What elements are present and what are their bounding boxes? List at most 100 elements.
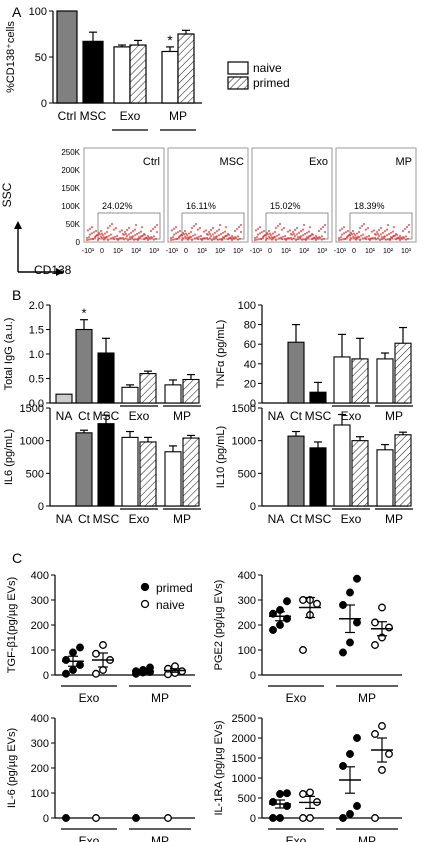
- y-tick-label: 1000: [232, 436, 256, 448]
- flow-event: [179, 233, 183, 237]
- flow-event: [114, 226, 118, 230]
- flow-event: [383, 230, 387, 233]
- flow-event: [314, 234, 318, 238]
- flow-event: [364, 237, 368, 241]
- flow-event: [314, 238, 318, 242]
- flow-event: [144, 236, 148, 239]
- flow-event: [340, 227, 344, 230]
- flow-event: [190, 238, 194, 242]
- flow-event: [374, 238, 378, 241]
- flow-event: [338, 229, 342, 232]
- flow-event: [197, 235, 201, 238]
- flow-event: [124, 237, 128, 240]
- flow-event: [224, 226, 228, 229]
- flow-event: [293, 228, 297, 232]
- data-point-naive: [385, 623, 393, 632]
- data-point-primed: [353, 734, 361, 742]
- flow-event: [272, 235, 276, 239]
- y-axis-label: TGF-β1(pg/µg EVs): [6, 577, 18, 673]
- bar: [129, 44, 147, 104]
- flow-event: [230, 234, 234, 238]
- flow-event: [355, 232, 359, 235]
- y-tick-label: 150K: [61, 184, 80, 193]
- y-tick-label: 400: [31, 570, 49, 582]
- bar: [309, 447, 327, 507]
- y-tick-label: 400: [31, 713, 49, 725]
- flow-event: [188, 235, 192, 239]
- flow-event: [113, 235, 117, 238]
- y-arrow-head: [14, 221, 22, 229]
- y-tick-label: 40: [244, 359, 256, 371]
- flow-event: [354, 236, 358, 239]
- flow-event: [317, 236, 321, 239]
- y-tick-label: 100: [29, 6, 47, 18]
- flow-event: [289, 236, 293, 239]
- flow-event: [398, 238, 402, 242]
- flow-event: [93, 237, 97, 240]
- data-point-primed: [76, 661, 84, 669]
- flow-event: [289, 232, 293, 236]
- chart-b-tnfa: 0 20 40 60 80 100 TNFα (pg/mL) NA Ct MSC Exo MP: [215, 300, 413, 423]
- flow-event: [296, 238, 300, 241]
- flow-plot-frame: [83, 147, 165, 243]
- flow-event: [347, 233, 351, 237]
- bar: [394, 434, 412, 507]
- x-tick-label: Ct: [290, 512, 303, 526]
- flow-event: [130, 237, 134, 240]
- flow-event: [92, 231, 96, 234]
- flow-event: [310, 238, 314, 241]
- y-tick-label: 1.0: [29, 349, 44, 361]
- flow-event: [169, 236, 173, 240]
- x-tick-label: Exo: [79, 691, 100, 705]
- flow-event: [193, 233, 197, 236]
- flow-event: [337, 236, 341, 240]
- flow-event: [296, 236, 300, 239]
- data-point-naive: [92, 814, 100, 822]
- flow-event: [235, 227, 239, 231]
- flow-event: [370, 230, 374, 233]
- flow-event: [390, 236, 394, 240]
- x-tick-label: Exo: [129, 512, 150, 526]
- flow-event: [149, 236, 153, 239]
- flow-event: [125, 234, 129, 238]
- bar: [287, 435, 305, 507]
- flow-event: [154, 237, 158, 240]
- legend-label: naive: [156, 598, 185, 612]
- flow-event: [407, 230, 411, 234]
- bar: [177, 33, 195, 104]
- data-point-naive: [306, 814, 314, 822]
- bar: [333, 424, 351, 507]
- flow-event: [137, 231, 141, 234]
- legend-swatch-naive: [227, 61, 249, 75]
- y-tick-label: 200: [31, 763, 49, 775]
- flow-event: [138, 236, 142, 240]
- flow-event: [217, 228, 221, 231]
- flow-event: [361, 233, 365, 236]
- flow-event: [208, 232, 212, 236]
- flow-event: [237, 225, 241, 229]
- flow-event: [380, 236, 384, 239]
- flow-event: [351, 235, 355, 238]
- flow-event: [191, 234, 195, 237]
- flow-event: [121, 236, 125, 239]
- flow-event: [295, 226, 299, 230]
- flow-event: [376, 237, 380, 240]
- legend-label: primed: [253, 76, 290, 90]
- y-tick-label: 300: [238, 595, 256, 607]
- flow-plot-frame: [167, 147, 249, 243]
- flow-event: [226, 238, 230, 241]
- flow-event: [315, 236, 319, 239]
- flow-event: [175, 237, 179, 240]
- data-point-naive: [99, 641, 107, 649]
- flow-event: [263, 233, 267, 237]
- y-tick-label: 200: [31, 620, 49, 632]
- flow-event: [186, 238, 190, 241]
- data-point-naive: [99, 666, 107, 674]
- flow-event: [379, 233, 383, 236]
- flow-event: [356, 235, 360, 239]
- gate-percentage: 16.11%: [186, 201, 216, 211]
- flow-event: [226, 232, 230, 236]
- x-tick-label: -10¹: [82, 248, 95, 255]
- gate-percentage: 24.02%: [102, 201, 133, 211]
- flow-event: [177, 237, 181, 240]
